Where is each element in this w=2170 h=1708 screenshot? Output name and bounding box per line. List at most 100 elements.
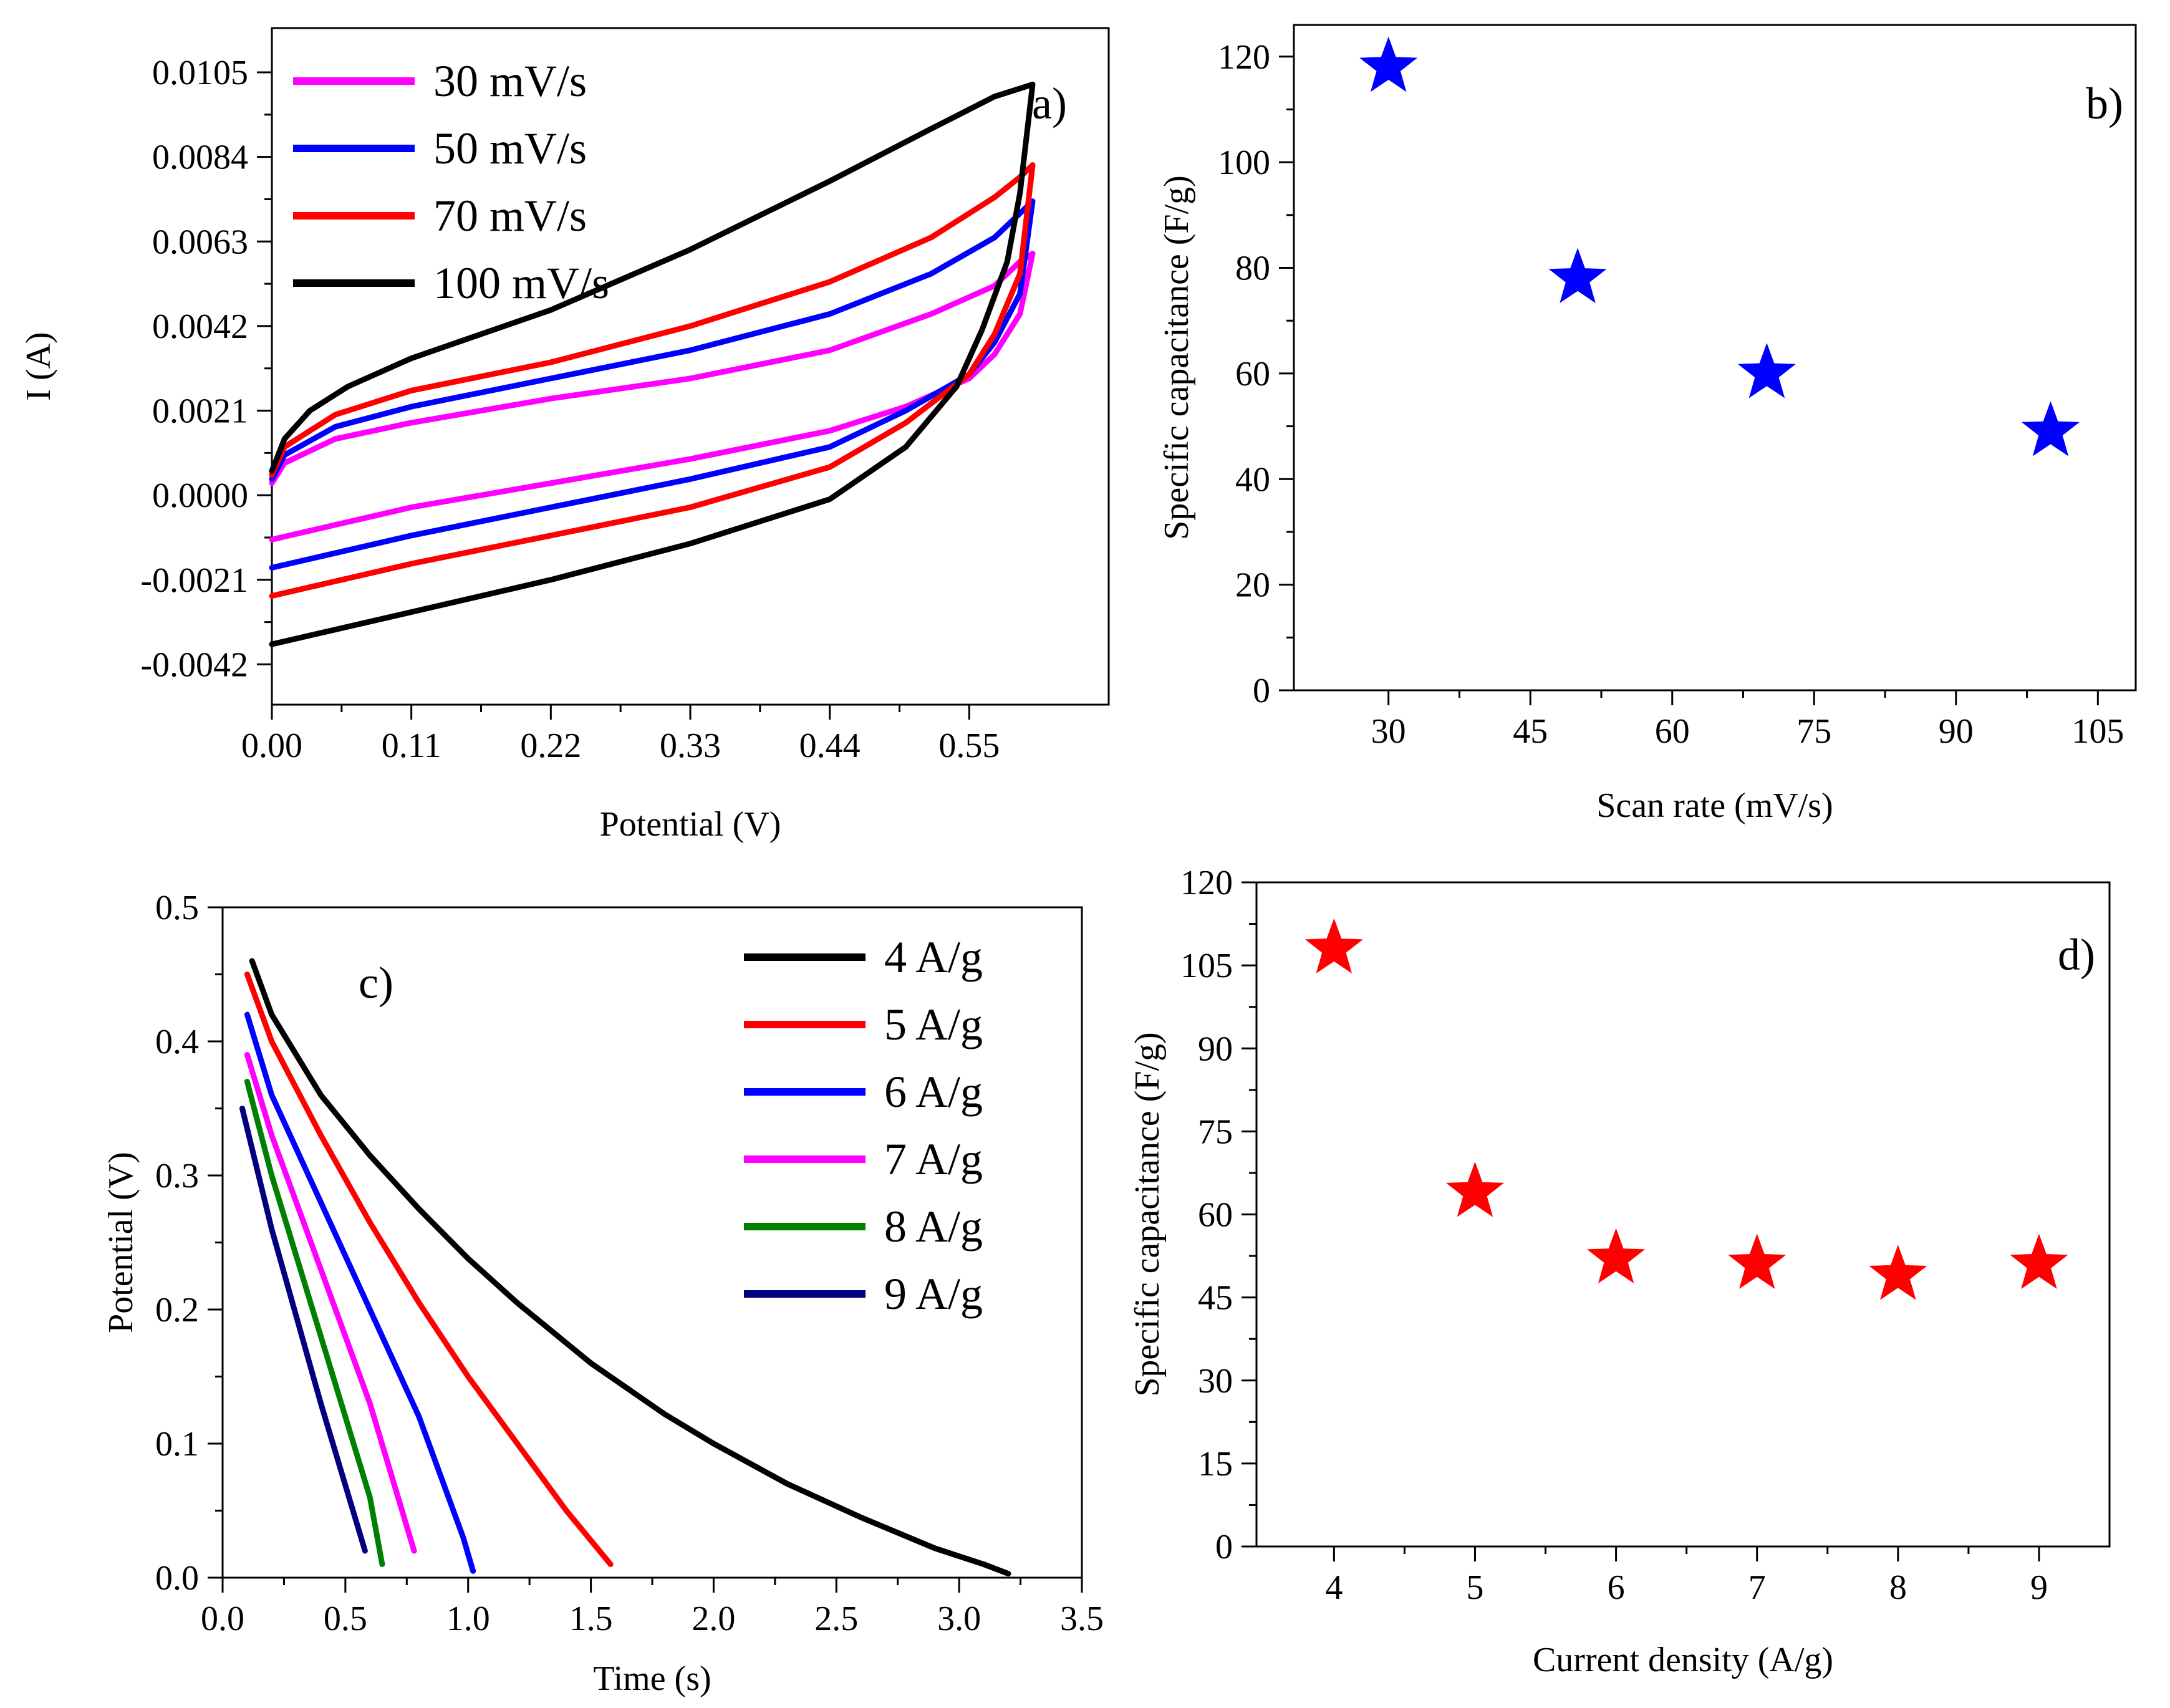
x-axis-label: Potential (V): [600, 805, 781, 844]
data-point-star: [1737, 342, 1796, 398]
panel-b: 30 45 60 75 90 105 0 20 40 60 80 100 120 Scan rate (m…: [1157, 24, 2137, 825]
plot-frame: [1255, 881, 2111, 1548]
x-tick-label: 5: [1466, 1568, 1483, 1607]
x-tick-label: 2.5: [814, 1599, 858, 1638]
y-tick-label: 0.0063: [152, 223, 248, 261]
x-tick-label: 0.5: [324, 1599, 367, 1638]
y-tick-label: -0.0021: [140, 561, 248, 600]
x-axis-label: Current density (A/g): [1533, 1641, 1833, 1679]
x-tick-label: 60: [1655, 712, 1690, 751]
y-axis-label: Potential (V): [102, 1152, 140, 1333]
x-tick-label: 45: [1513, 712, 1548, 751]
y-tick-label: 90: [1198, 1030, 1233, 1068]
x-axis-label: Time (s): [593, 1659, 711, 1698]
data-point-star: [1304, 918, 1363, 974]
y-tick-label: 0.0021: [152, 392, 248, 431]
series-line-7-a-g: [244, 1052, 417, 1554]
legend-label: 7 A/g: [884, 1134, 983, 1184]
x-tick-label: 8: [1889, 1568, 1907, 1607]
y-tick-label: 0: [1215, 1528, 1233, 1566]
series-line-5-a-g: [244, 972, 614, 1567]
x-tick-label: 4: [1325, 1568, 1343, 1607]
y-tick-label: 0.3: [155, 1157, 199, 1195]
panel-label: a): [1032, 79, 1067, 128]
panel-label: d): [2058, 930, 2095, 980]
y-tick-label: 0.0042: [152, 307, 248, 346]
x-tick-label: 90: [1939, 712, 1974, 751]
x-tick-label: 0.22: [520, 726, 581, 765]
legend-label: 30 mV/s: [433, 56, 587, 106]
series-line-70-mv-s: [269, 162, 1036, 599]
legend-label: 100 mV/s: [433, 258, 609, 308]
legend-label: 4 A/g: [884, 932, 983, 982]
panel-label: b): [2086, 79, 2123, 128]
y-tick-label: 75: [1198, 1112, 1233, 1151]
y-tick-label: 0.0000: [152, 476, 248, 515]
series-line-6-a-g: [244, 1011, 476, 1574]
series-line-100-mv-s: [269, 81, 1036, 647]
y-tick-label: 60: [1198, 1196, 1233, 1235]
legend-label: 70 mV/s: [433, 191, 587, 241]
data-point-star: [1445, 1162, 1504, 1217]
y-tick-label: 60: [1235, 355, 1270, 393]
y-tick-label: 120: [1218, 38, 1270, 77]
y-axis-label: Specific capacitance (F/g): [1157, 175, 1196, 540]
y-tick-label: 0.5: [155, 889, 199, 927]
x-tick-label: 0.44: [799, 726, 861, 765]
y-tick-label: 100: [1218, 143, 1270, 182]
y-tick-label: 40: [1235, 460, 1270, 499]
legend-label: 6 A/g: [884, 1067, 983, 1117]
legend-label: 5 A/g: [884, 1000, 983, 1049]
x-tick-label: 0.0: [201, 1599, 244, 1638]
x-tick-label: 0.11: [382, 726, 441, 765]
x-tick-label: 6: [1608, 1568, 1625, 1607]
data-point-star: [1359, 36, 1418, 92]
y-tick-label: 45: [1198, 1279, 1233, 1318]
data-point-star: [1869, 1245, 1927, 1300]
legend-label: 50 mV/s: [433, 123, 587, 173]
x-tick-label: 105: [2071, 712, 2124, 751]
legend: 4 A/g 5 A/g 6 A/g 7 A/g 8 A/g 9 A/g: [744, 932, 983, 1319]
series-line-8-a-g: [244, 1079, 385, 1567]
panel-label: c): [359, 958, 393, 1008]
y-tick-label: 30: [1198, 1362, 1233, 1401]
y-tick-label: -0.0042: [140, 645, 248, 684]
series-line-9-a-g: [239, 1106, 368, 1554]
data-point-star: [2010, 1233, 2068, 1289]
x-axis-label: Scan rate (mV/s): [1596, 786, 1833, 825]
y-axis-label: Specific capacitance (F/g): [1128, 1032, 1167, 1397]
y-tick-label: 15: [1198, 1445, 1233, 1484]
y-tick-label: 0.2: [155, 1291, 199, 1329]
legend-label: 9 A/g: [884, 1269, 983, 1319]
x-tick-label: 9: [2030, 1568, 2048, 1607]
x-tick-label: 7: [1748, 1568, 1766, 1607]
data-point-star: [2021, 401, 2080, 456]
y-tick-label: 0: [1253, 672, 1270, 710]
y-tick-label: 0.4: [155, 1023, 199, 1061]
x-tick-label: 30: [1371, 712, 1406, 751]
y-tick-label: 80: [1235, 249, 1270, 288]
legend: 30 mV/s 50 mV/s 70 mV/s 100 mV/s: [293, 56, 609, 308]
y-tick-label: 0.0084: [152, 138, 248, 177]
panel-a: 0.00 0.11 0.22 0.33 0.44 0.55 -0.0042 -0.0021 0.…: [19, 27, 1110, 844]
y-tick-label: 0.0105: [152, 54, 248, 92]
x-tick-label: 0.55: [938, 726, 1000, 765]
y-tick-label: 0.1: [155, 1425, 199, 1464]
x-tick-label: 0.33: [660, 726, 721, 765]
x-tick-label: 2.0: [692, 1599, 735, 1638]
data-point-star: [1728, 1233, 1787, 1289]
x-tick-label: 3.5: [1060, 1599, 1104, 1638]
x-tick-label: 0.00: [241, 726, 302, 765]
x-tick-label: 3.0: [937, 1599, 981, 1638]
plot-frame: [1293, 24, 2137, 692]
series-line-4-a-g: [249, 958, 1011, 1577]
legend-label: 8 A/g: [884, 1202, 983, 1252]
panel-c: 0.0 0.5 1.0 1.5 2.0 2.5 3.0 3.5 0.0 0.1 0.2 0.3 0.4 0…: [102, 889, 1104, 1698]
y-tick-label: 0.0: [155, 1559, 199, 1598]
y-tick-label: 20: [1235, 566, 1270, 605]
y-tick-label: 120: [1180, 864, 1233, 902]
x-tick-label: 75: [1796, 712, 1831, 751]
x-tick-label: 1.5: [569, 1599, 613, 1638]
